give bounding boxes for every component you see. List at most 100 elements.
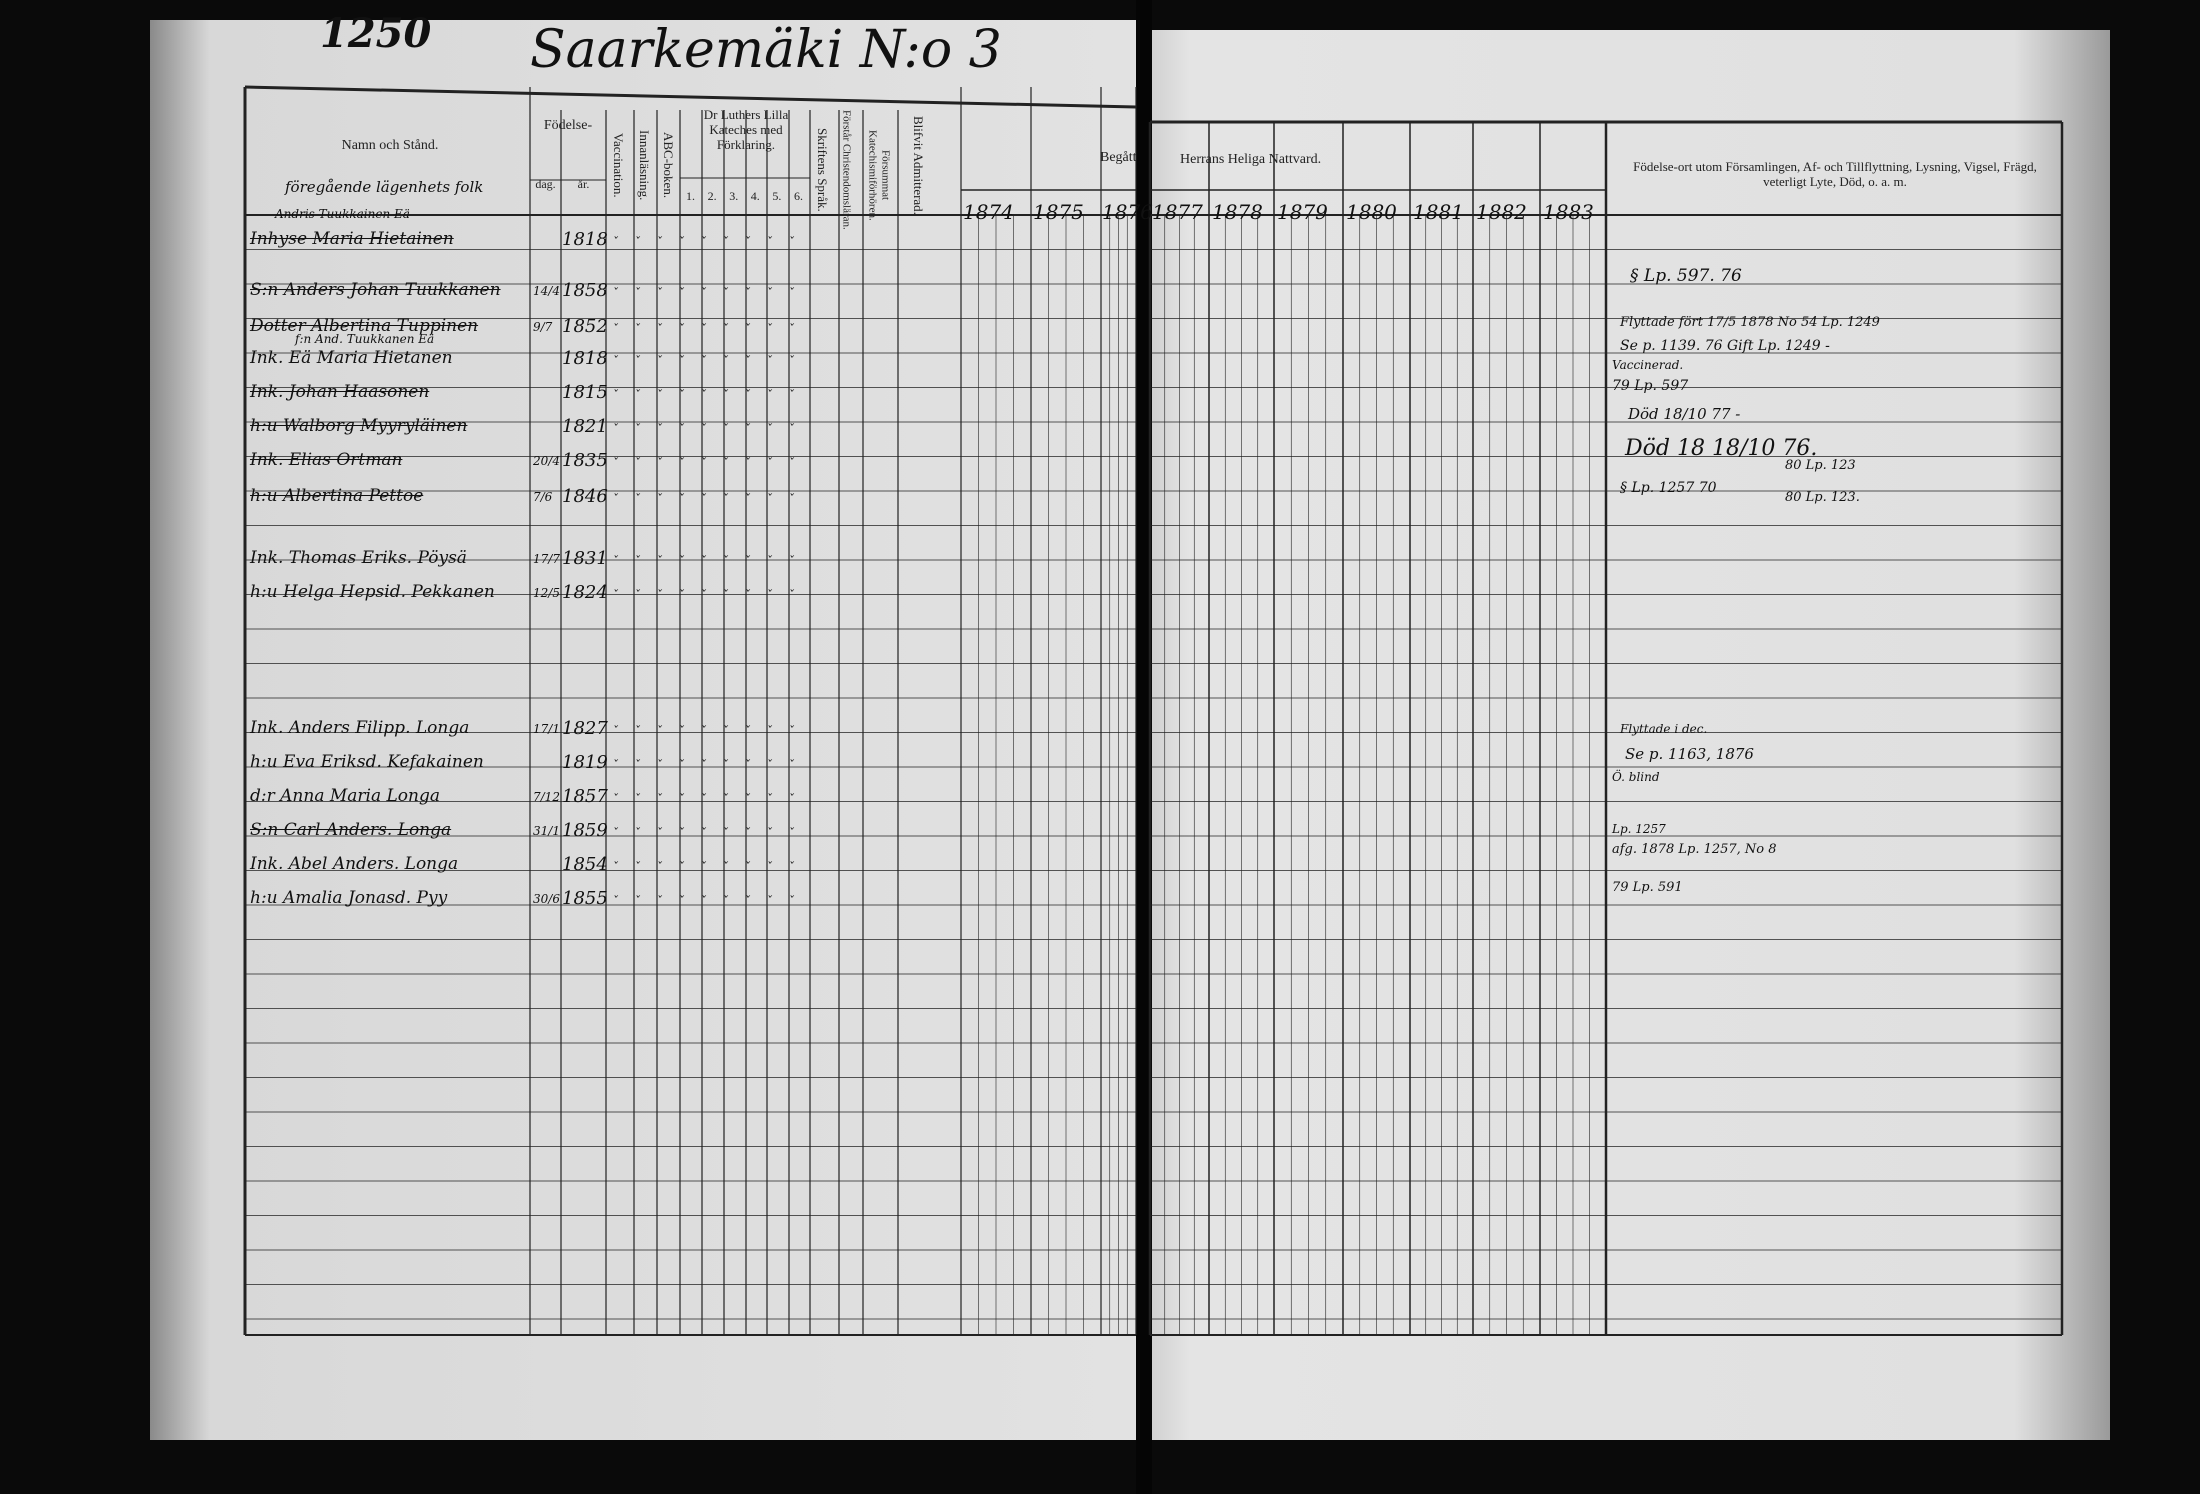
check-mark: ˇ <box>612 492 618 506</box>
check-mark: ˇ <box>744 826 750 840</box>
birth-day: 9/7 <box>533 320 553 334</box>
check-mark: ˇ <box>634 492 640 506</box>
check-mark: ˇ <box>788 724 794 738</box>
check-mark: ˇ <box>700 235 706 249</box>
check-mark: ˇ <box>766 588 772 602</box>
check-mark: ˇ <box>722 758 728 772</box>
check-mark: ˇ <box>744 860 750 874</box>
communion-year-header: 1875 <box>1033 200 1084 224</box>
check-mark: ˇ <box>788 588 794 602</box>
person-name: d:r Anna Maria Longa <box>250 786 440 806</box>
check-mark: ˇ <box>678 322 684 336</box>
check-mark: ˇ <box>744 456 750 470</box>
header-understands: Förstår Christendomsläran. <box>840 110 853 230</box>
check-mark: ˇ <box>612 235 618 249</box>
check-mark: ˇ <box>722 388 728 402</box>
check-mark: ˇ <box>678 492 684 506</box>
remark-entry: afg. 1878 Lp. 1257, No 8 <box>1612 842 1777 857</box>
birth-year: 1818 <box>562 229 608 250</box>
check-mark: ˇ <box>744 322 750 336</box>
remark-entry: Flyttade i dec. <box>1620 722 1708 736</box>
check-mark: ˇ <box>722 322 728 336</box>
remark-entry: 80 Lp. 123. <box>1785 490 1860 505</box>
check-mark: ˇ <box>634 894 640 908</box>
birth-year: 1831 <box>562 548 608 569</box>
check-mark: ˇ <box>678 286 684 300</box>
check-mark: ˇ <box>612 758 618 772</box>
catechism-part-label: 3. <box>729 189 739 203</box>
remark-entry: § Lp. 597. 76 <box>1630 266 1742 286</box>
book-fold <box>1136 0 1152 1494</box>
check-mark: ˇ <box>656 388 662 402</box>
header-communion-right: Herrans Heliga Nattvard. <box>1180 152 1322 167</box>
check-mark: ˇ <box>700 322 706 336</box>
birth-year: 1852 <box>562 316 608 337</box>
catechism-part-label: 4. <box>750 189 760 203</box>
check-mark: ˇ <box>678 554 684 568</box>
check-mark: ˇ <box>722 354 728 368</box>
communion-year-header: 1882 <box>1476 200 1527 224</box>
left-page <box>150 20 1140 1440</box>
communion-year-header: 1877 <box>1152 200 1203 224</box>
check-mark: ˇ <box>788 792 794 806</box>
check-mark: ˇ <box>656 422 662 436</box>
birth-day: 14/4 <box>533 284 560 298</box>
communion-year-header: 1874 <box>963 200 1014 224</box>
birth-day: 17/7 <box>533 552 560 566</box>
check-mark: ˇ <box>722 860 728 874</box>
check-mark: ˇ <box>634 588 640 602</box>
remark-entry: Lp. 1257 <box>1612 822 1666 836</box>
birth-year: 1835 <box>562 450 608 471</box>
catechism-part-label: 6. <box>794 189 803 203</box>
check-mark: ˇ <box>678 860 684 874</box>
check-mark: ˇ <box>766 894 772 908</box>
check-mark: ˇ <box>766 354 772 368</box>
check-mark: ˇ <box>656 894 662 908</box>
check-mark: ˇ <box>788 894 794 908</box>
header-name-note: föregående lägenhets folk <box>285 178 484 196</box>
page-number: 1250 <box>320 10 432 57</box>
check-mark: ˇ <box>634 826 640 840</box>
catechism-part-label: 2. <box>707 189 717 203</box>
check-mark: ˇ <box>612 792 618 806</box>
remark-entry: Se p. 1163, 1876 <box>1625 745 1754 763</box>
person-name: Ink. Eä Maria Hietanen <box>250 348 453 368</box>
person-name: h:u Helga Hepsid. Pekkanen <box>250 582 495 602</box>
check-mark: ˇ <box>788 354 794 368</box>
check-mark: ˇ <box>722 792 728 806</box>
person-name: h:u Amalia Jonasd. Pyy <box>250 888 448 908</box>
check-mark: ˇ <box>678 456 684 470</box>
birth-day: 12/5 <box>533 586 560 600</box>
remark-entry: 80 Lp. 123 <box>1785 458 1856 473</box>
birth-year: 1821 <box>562 416 608 437</box>
check-mark: ˇ <box>766 860 772 874</box>
check-mark: ˇ <box>612 554 618 568</box>
check-mark: ˇ <box>700 422 706 436</box>
check-mark: ˇ <box>700 588 706 602</box>
person-name: Ink. Elias Ortman <box>250 450 403 470</box>
check-mark: ˇ <box>788 388 794 402</box>
table-top-rule <box>244 85 1137 109</box>
check-mark: ˇ <box>788 235 794 249</box>
birth-year: 1857 <box>562 786 608 807</box>
check-mark: ˇ <box>678 422 684 436</box>
check-mark: ˇ <box>656 724 662 738</box>
check-mark: ˇ <box>788 322 794 336</box>
check-mark: ˇ <box>656 588 662 602</box>
check-mark: ˇ <box>744 235 750 249</box>
check-mark: ˇ <box>766 724 772 738</box>
check-mark: ˇ <box>700 792 706 806</box>
check-mark: ˇ <box>700 894 706 908</box>
birth-year: 1819 <box>562 752 608 773</box>
check-mark: ˇ <box>656 826 662 840</box>
check-mark: ˇ <box>700 354 706 368</box>
birth-day: 20/4 <box>533 454 560 468</box>
check-mark: ˇ <box>656 492 662 506</box>
check-mark: ˇ <box>700 758 706 772</box>
remark-entry: Se p. 1139. 76 Gift Lp. 1249 - <box>1620 338 1830 354</box>
check-mark: ˇ <box>766 456 772 470</box>
check-mark: ˇ <box>722 554 728 568</box>
check-mark: ˇ <box>612 388 618 402</box>
check-mark: ˇ <box>722 588 728 602</box>
check-mark: ˇ <box>634 422 640 436</box>
